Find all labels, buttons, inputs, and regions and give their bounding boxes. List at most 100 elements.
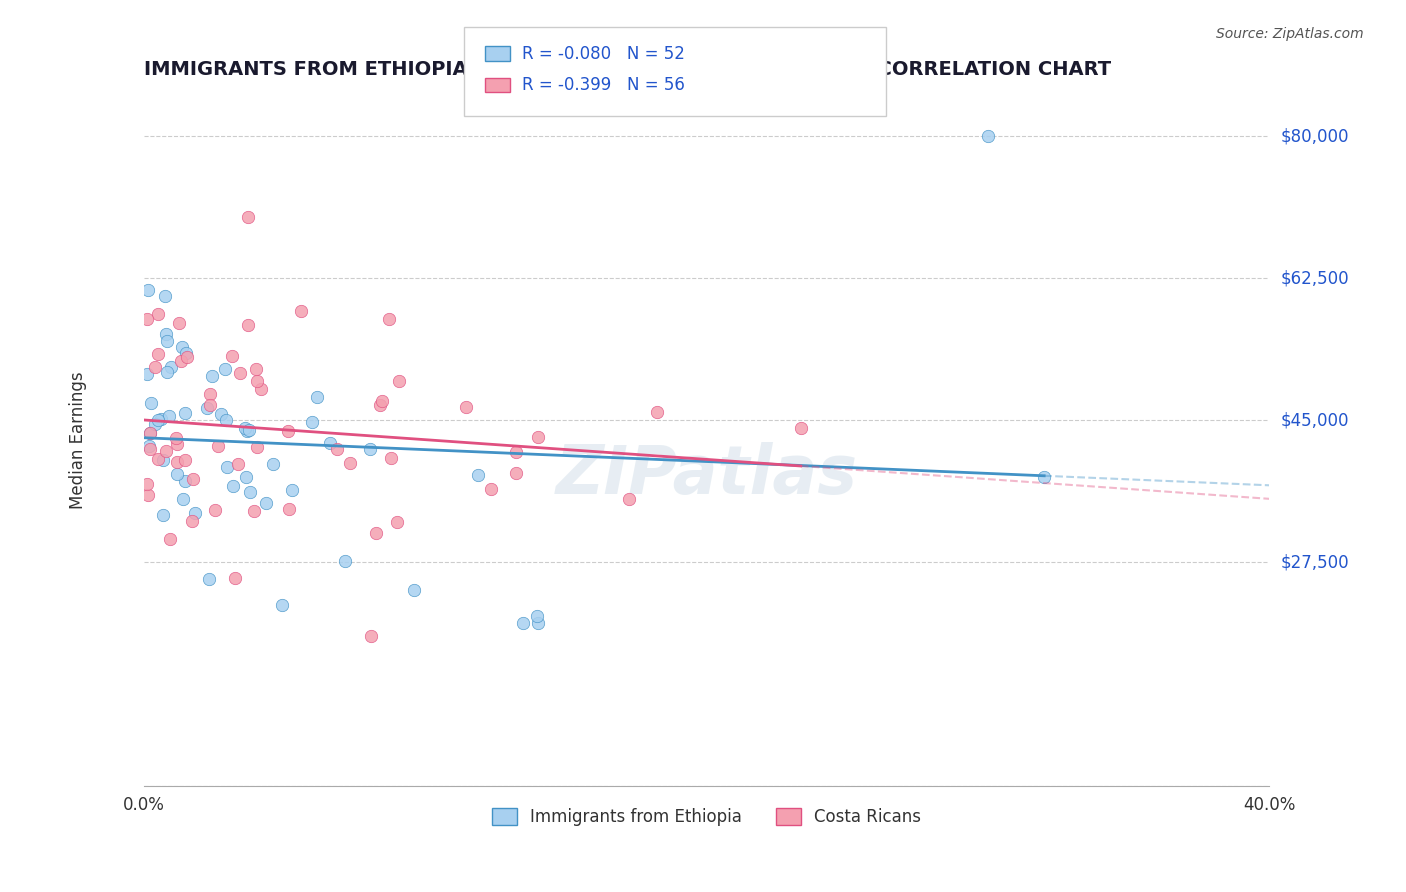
- Point: [136, 488, 159, 502]
- Point: [148, 413, 170, 427]
- Text: Source: ZipAtlas.com: Source: ZipAtlas.com: [1216, 27, 1364, 41]
- Point: [505, 445, 527, 459]
- Text: R = -0.399   N = 56: R = -0.399 N = 56: [522, 76, 685, 94]
- Point: [155, 334, 177, 348]
- Point: [155, 443, 177, 458]
- Point: [152, 452, 174, 467]
- Point: [172, 340, 194, 354]
- Point: [238, 210, 260, 224]
- Point: [242, 504, 264, 518]
- Point: [619, 491, 641, 506]
- Point: [467, 467, 489, 482]
- Point: [281, 483, 304, 497]
- Point: [226, 458, 249, 472]
- Point: [645, 405, 668, 419]
- Point: [222, 479, 245, 493]
- Point: [235, 470, 257, 484]
- Point: [371, 394, 394, 409]
- Text: R = -0.080   N = 52: R = -0.080 N = 52: [522, 45, 685, 62]
- Point: [135, 312, 157, 326]
- Point: [512, 616, 534, 631]
- Point: [326, 442, 349, 456]
- Point: [166, 437, 188, 451]
- Point: [135, 476, 157, 491]
- Point: [278, 502, 301, 516]
- Point: [181, 514, 204, 528]
- Point: [204, 503, 226, 517]
- Point: [526, 430, 548, 444]
- Point: [200, 387, 222, 401]
- Point: [165, 431, 187, 445]
- Point: [149, 412, 172, 426]
- Point: [246, 374, 269, 388]
- Point: [146, 451, 169, 466]
- Point: [155, 326, 177, 341]
- Point: [224, 571, 246, 585]
- Point: [214, 362, 236, 376]
- Point: [380, 450, 402, 465]
- Point: [136, 283, 159, 297]
- Point: [246, 440, 269, 454]
- Point: [263, 457, 285, 471]
- Point: [236, 424, 259, 438]
- Point: [153, 288, 176, 302]
- Text: $45,000: $45,000: [1281, 411, 1348, 429]
- Point: [152, 508, 174, 522]
- Point: [238, 318, 260, 333]
- Text: $62,500: $62,500: [1281, 269, 1350, 287]
- Point: [318, 436, 340, 450]
- Point: [209, 407, 232, 421]
- Point: [141, 396, 163, 410]
- Point: [245, 362, 267, 376]
- Point: [157, 409, 180, 423]
- Point: [172, 492, 194, 507]
- Point: [173, 406, 195, 420]
- Text: ZIPatlas: ZIPatlas: [555, 442, 858, 508]
- Point: [146, 308, 169, 322]
- Point: [301, 415, 323, 429]
- Point: [238, 423, 260, 437]
- Point: [339, 456, 361, 470]
- Point: [385, 515, 408, 529]
- Point: [239, 485, 262, 500]
- Point: [526, 608, 548, 623]
- Point: [228, 366, 250, 380]
- Point: [166, 467, 188, 482]
- Point: [138, 426, 160, 441]
- Point: [200, 398, 222, 412]
- Point: [368, 398, 391, 412]
- Point: [276, 424, 298, 438]
- Point: [173, 452, 195, 467]
- Point: [402, 582, 425, 597]
- Point: [166, 454, 188, 468]
- Point: [217, 459, 239, 474]
- Point: [143, 417, 166, 432]
- Legend: Immigrants from Ethiopia, Costa Ricans: Immigrants from Ethiopia, Costa Ricans: [485, 801, 928, 832]
- Point: [364, 525, 387, 540]
- Point: [977, 129, 1000, 144]
- Point: [146, 347, 169, 361]
- Point: [139, 442, 162, 457]
- Point: [174, 346, 197, 360]
- Point: [201, 369, 224, 384]
- Point: [170, 354, 193, 368]
- Point: [221, 350, 243, 364]
- Point: [359, 442, 381, 457]
- Point: [454, 400, 477, 414]
- Point: [505, 467, 527, 481]
- Point: [360, 629, 382, 643]
- Point: [176, 350, 198, 364]
- Point: [159, 532, 181, 546]
- Point: [1033, 470, 1056, 484]
- Point: [173, 474, 195, 488]
- Point: [183, 472, 205, 486]
- Point: [143, 360, 166, 375]
- Text: $80,000: $80,000: [1281, 127, 1348, 145]
- Text: IMMIGRANTS FROM ETHIOPIA VS COSTA RICAN MEDIAN EARNINGS CORRELATION CHART: IMMIGRANTS FROM ETHIOPIA VS COSTA RICAN …: [143, 60, 1111, 78]
- Point: [790, 420, 813, 434]
- Point: [271, 598, 294, 612]
- Point: [159, 359, 181, 374]
- Point: [198, 572, 221, 586]
- Point: [135, 367, 157, 381]
- Point: [167, 316, 190, 330]
